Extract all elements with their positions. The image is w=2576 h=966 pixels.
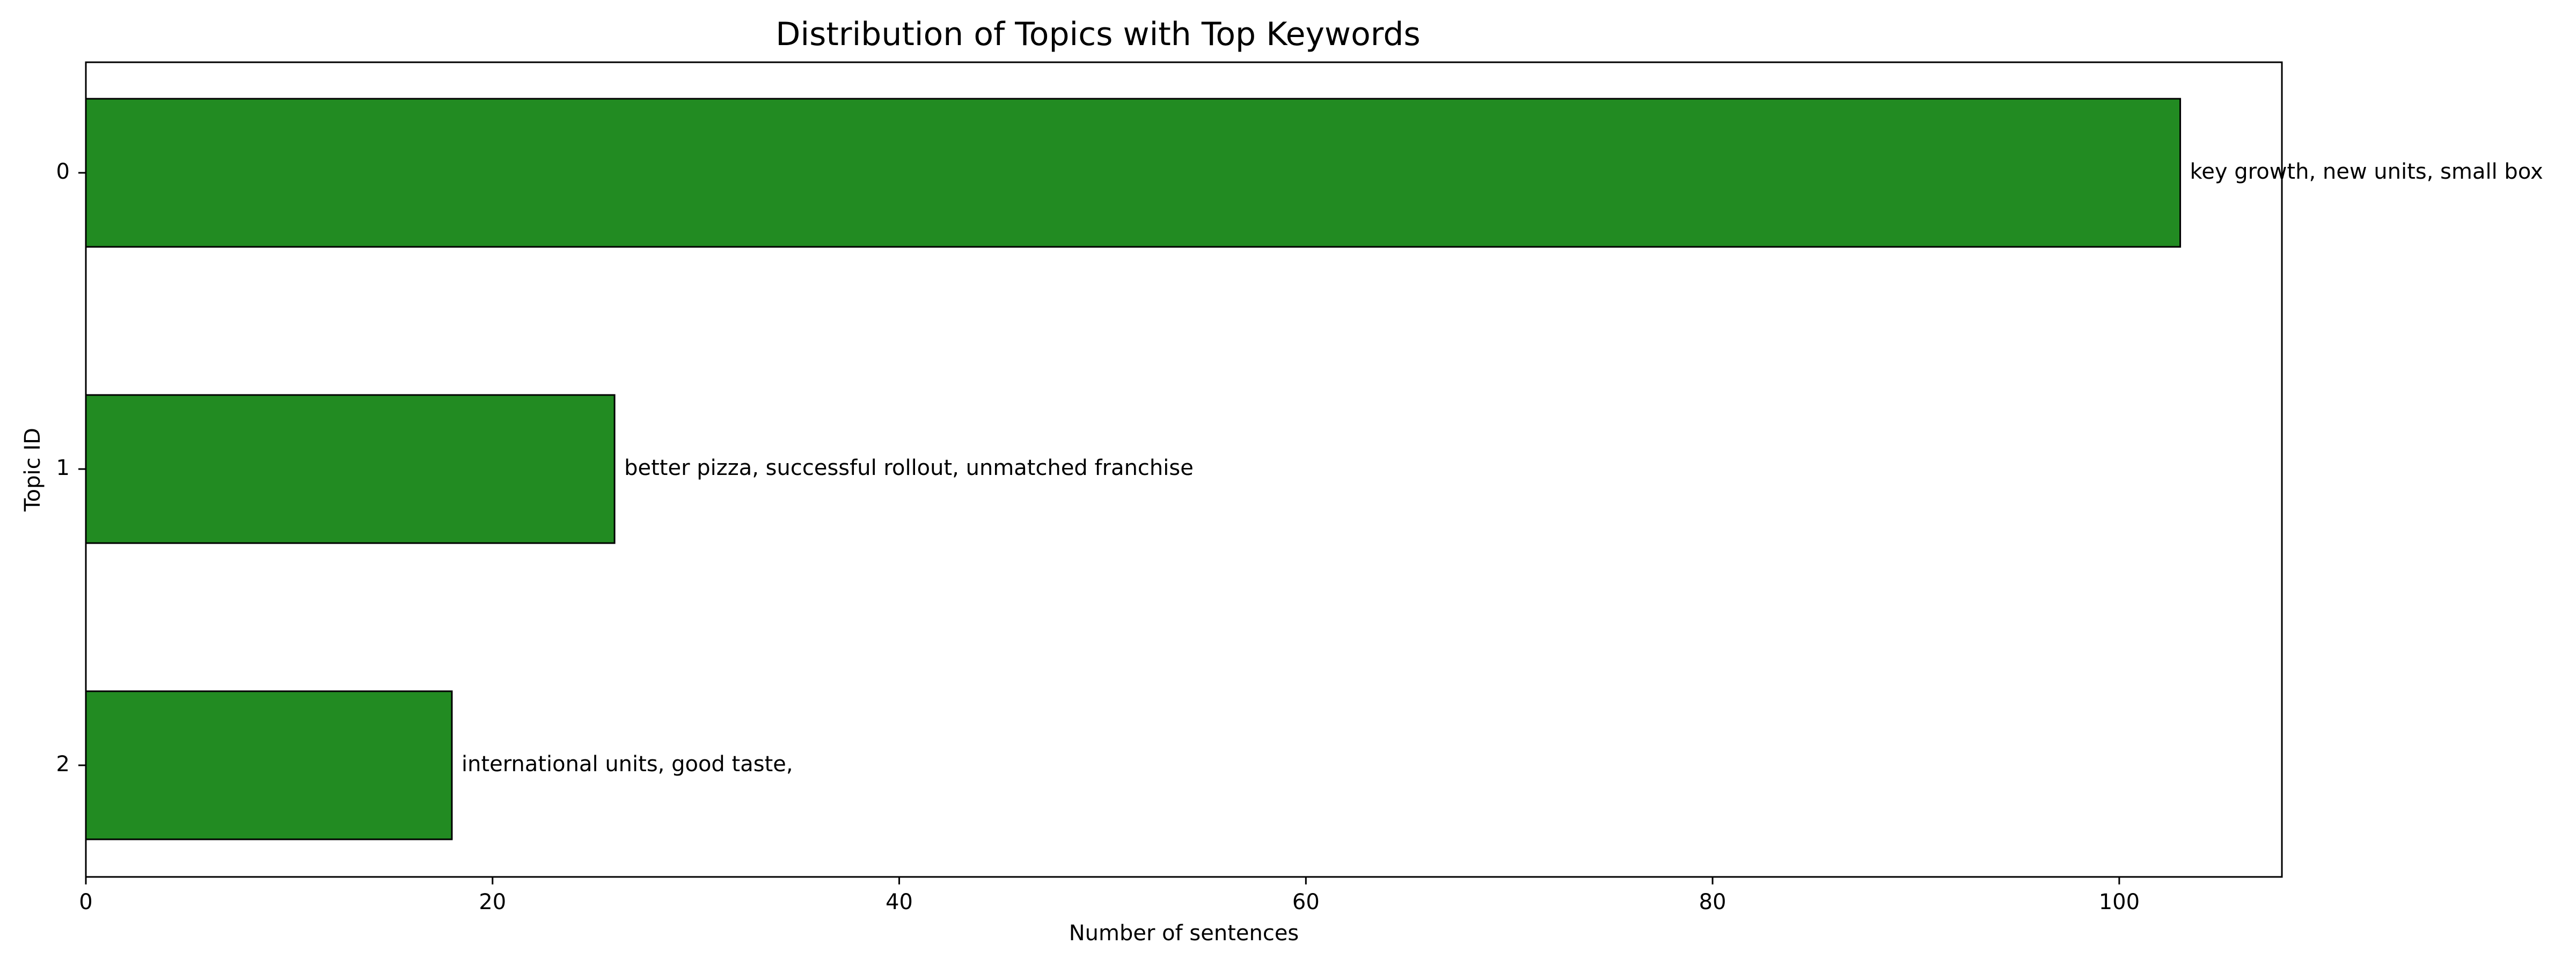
y-tick-label: 0	[56, 159, 70, 184]
x-tick-label: 60	[1292, 890, 1320, 914]
y-tick-label: 1	[56, 456, 70, 480]
x-tick-label: 0	[79, 890, 92, 914]
bar-keywords-label: key growth, new units, small box	[2190, 159, 2543, 184]
x-axis-ticks: 0 20 40 60 80 100	[79, 877, 2140, 914]
bar-topic-0	[85, 98, 2182, 248]
bars-layer: key growth, new units, small box better p…	[85, 98, 2543, 840]
x-tick-label: 100	[2099, 890, 2140, 914]
y-axis-label: Topic ID	[20, 428, 45, 512]
bar-topic-1	[85, 394, 616, 544]
x-tick-label: 80	[1699, 890, 1726, 914]
bar-keywords-label: international units, good taste,	[462, 752, 793, 777]
bar-topic-2	[85, 690, 453, 840]
chart-title: Distribution of Topics with Top Keywords	[775, 16, 1420, 53]
bar-keywords-label: better pizza, successful rollout, unmatc…	[624, 456, 1194, 480]
x-tick-label: 40	[885, 890, 913, 914]
y-tick-label: 2	[56, 752, 70, 777]
x-axis-label: Number of sentences	[1069, 921, 1299, 946]
x-tick-label: 20	[479, 890, 506, 914]
y-axis-ticks: 0 1 2	[56, 159, 86, 777]
